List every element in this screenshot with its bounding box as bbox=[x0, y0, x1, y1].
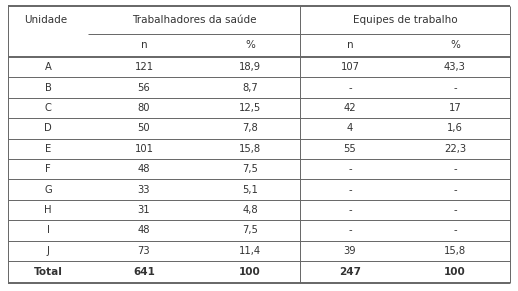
Text: B: B bbox=[45, 83, 51, 93]
Text: Equipes de trabalho: Equipes de trabalho bbox=[353, 15, 457, 25]
Text: 4,8: 4,8 bbox=[242, 205, 258, 215]
Text: 12,5: 12,5 bbox=[239, 103, 261, 113]
Text: 17: 17 bbox=[449, 103, 462, 113]
Text: 15,8: 15,8 bbox=[239, 144, 261, 154]
Text: 50: 50 bbox=[138, 123, 150, 133]
Text: H: H bbox=[44, 205, 52, 215]
Text: 247: 247 bbox=[339, 267, 361, 277]
Text: -: - bbox=[453, 184, 457, 195]
Text: J: J bbox=[47, 246, 49, 256]
Text: 56: 56 bbox=[138, 83, 150, 93]
Text: Total: Total bbox=[34, 267, 63, 277]
Text: C: C bbox=[45, 103, 51, 113]
Text: 1,6: 1,6 bbox=[447, 123, 463, 133]
Text: G: G bbox=[44, 184, 52, 195]
Text: 33: 33 bbox=[138, 184, 150, 195]
Text: 18,9: 18,9 bbox=[239, 62, 261, 72]
Text: 80: 80 bbox=[138, 103, 150, 113]
Text: 7,5: 7,5 bbox=[242, 164, 258, 174]
Text: %: % bbox=[450, 40, 460, 51]
Text: A: A bbox=[45, 62, 51, 72]
Text: 55: 55 bbox=[343, 144, 356, 154]
Text: -: - bbox=[453, 83, 457, 93]
Text: 43,3: 43,3 bbox=[444, 62, 466, 72]
Text: -: - bbox=[453, 226, 457, 235]
Text: 31: 31 bbox=[138, 205, 150, 215]
Text: 48: 48 bbox=[138, 226, 150, 235]
Text: 42: 42 bbox=[343, 103, 356, 113]
Text: -: - bbox=[348, 184, 352, 195]
Text: 48: 48 bbox=[138, 164, 150, 174]
Text: 39: 39 bbox=[343, 246, 356, 256]
Text: -: - bbox=[348, 226, 352, 235]
Text: 22,3: 22,3 bbox=[444, 144, 466, 154]
Text: 100: 100 bbox=[239, 267, 261, 277]
Text: 101: 101 bbox=[135, 144, 153, 154]
Text: n: n bbox=[347, 40, 353, 51]
Text: F: F bbox=[45, 164, 51, 174]
Text: 8,7: 8,7 bbox=[242, 83, 258, 93]
Text: 641: 641 bbox=[133, 267, 155, 277]
Text: -: - bbox=[348, 164, 352, 174]
Text: -: - bbox=[348, 205, 352, 215]
Text: 7,8: 7,8 bbox=[242, 123, 258, 133]
Text: D: D bbox=[44, 123, 52, 133]
Text: Trabalhadores da saúde: Trabalhadores da saúde bbox=[132, 15, 256, 25]
Text: -: - bbox=[348, 83, 352, 93]
Text: %: % bbox=[245, 40, 255, 51]
Text: n: n bbox=[141, 40, 147, 51]
Text: 5,1: 5,1 bbox=[242, 184, 258, 195]
Text: -: - bbox=[453, 205, 457, 215]
Text: 7,5: 7,5 bbox=[242, 226, 258, 235]
Text: 15,8: 15,8 bbox=[444, 246, 466, 256]
Text: E: E bbox=[45, 144, 51, 154]
Text: -: - bbox=[453, 164, 457, 174]
Text: Unidade: Unidade bbox=[24, 15, 67, 25]
Text: 107: 107 bbox=[340, 62, 359, 72]
Text: 121: 121 bbox=[135, 62, 153, 72]
Text: 73: 73 bbox=[138, 246, 150, 256]
Text: I: I bbox=[47, 226, 49, 235]
Text: 11,4: 11,4 bbox=[239, 246, 261, 256]
Text: 100: 100 bbox=[444, 267, 466, 277]
Text: 4: 4 bbox=[347, 123, 353, 133]
